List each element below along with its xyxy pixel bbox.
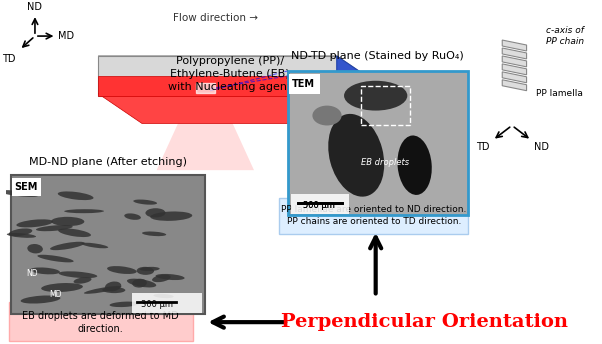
Text: TD: TD bbox=[476, 142, 489, 152]
Ellipse shape bbox=[146, 208, 166, 217]
Text: Polypropylene (PP)/
Ethylene-Butene (EB)
with Nucleating agent: Polypropylene (PP)/ Ethylene-Butene (EB)… bbox=[168, 56, 291, 92]
Ellipse shape bbox=[64, 209, 104, 213]
Ellipse shape bbox=[16, 219, 53, 227]
FancyBboxPatch shape bbox=[132, 293, 202, 313]
Ellipse shape bbox=[0, 190, 38, 197]
Ellipse shape bbox=[154, 294, 174, 298]
Text: c-axis of
PP chain: c-axis of PP chain bbox=[546, 26, 584, 46]
Text: Flow direction →: Flow direction → bbox=[173, 13, 258, 23]
FancyBboxPatch shape bbox=[288, 71, 468, 215]
Ellipse shape bbox=[344, 81, 408, 110]
Ellipse shape bbox=[30, 267, 60, 275]
Polygon shape bbox=[502, 56, 527, 67]
Polygon shape bbox=[98, 56, 380, 86]
Ellipse shape bbox=[58, 271, 98, 278]
Polygon shape bbox=[502, 80, 527, 91]
Ellipse shape bbox=[155, 274, 185, 280]
Ellipse shape bbox=[102, 287, 125, 293]
Text: TD: TD bbox=[2, 54, 16, 64]
Text: EB droplets: EB droplets bbox=[361, 158, 409, 167]
Text: 500 μm: 500 μm bbox=[303, 201, 335, 210]
Ellipse shape bbox=[20, 295, 60, 303]
Ellipse shape bbox=[58, 191, 93, 200]
Text: PP lamella: PP lamella bbox=[536, 89, 583, 98]
Polygon shape bbox=[502, 40, 527, 51]
Polygon shape bbox=[98, 76, 337, 96]
Ellipse shape bbox=[7, 233, 36, 238]
Ellipse shape bbox=[51, 217, 84, 226]
Ellipse shape bbox=[9, 228, 33, 236]
Polygon shape bbox=[502, 72, 527, 83]
Text: Perpendicular Orientation: Perpendicular Orientation bbox=[281, 313, 568, 331]
Ellipse shape bbox=[124, 213, 141, 220]
Ellipse shape bbox=[110, 302, 139, 307]
Ellipse shape bbox=[328, 114, 384, 197]
FancyBboxPatch shape bbox=[11, 178, 41, 196]
Ellipse shape bbox=[105, 281, 121, 291]
Ellipse shape bbox=[84, 286, 122, 294]
Text: SEM: SEM bbox=[14, 182, 38, 192]
Text: ND: ND bbox=[535, 142, 550, 152]
Ellipse shape bbox=[73, 277, 92, 284]
Ellipse shape bbox=[36, 225, 73, 231]
Ellipse shape bbox=[137, 267, 154, 275]
Text: MD: MD bbox=[49, 290, 62, 299]
Ellipse shape bbox=[312, 106, 341, 126]
Ellipse shape bbox=[150, 212, 192, 221]
FancyBboxPatch shape bbox=[279, 198, 468, 234]
Polygon shape bbox=[157, 96, 254, 170]
Ellipse shape bbox=[127, 279, 157, 288]
Text: ND-TD plane (Stained by RuO₄): ND-TD plane (Stained by RuO₄) bbox=[291, 51, 464, 61]
Text: ND: ND bbox=[26, 269, 38, 278]
Text: EB droplets are deformed to MD
direction.: EB droplets are deformed to MD direction… bbox=[22, 311, 179, 334]
Ellipse shape bbox=[107, 266, 137, 274]
Polygon shape bbox=[502, 64, 527, 75]
Text: MD-ND plane (After etching): MD-ND plane (After etching) bbox=[29, 157, 187, 167]
Polygon shape bbox=[98, 56, 337, 96]
Text: 300 μm: 300 μm bbox=[141, 300, 173, 309]
Text: 500 μm: 500 μm bbox=[303, 201, 335, 210]
FancyBboxPatch shape bbox=[196, 83, 215, 93]
Ellipse shape bbox=[27, 244, 43, 254]
Ellipse shape bbox=[41, 283, 83, 292]
Ellipse shape bbox=[37, 255, 73, 262]
Text: PP lamellae are oriented to ND direction.
PP chains are oriented to TD direction: PP lamellae are oriented to ND direction… bbox=[281, 205, 467, 226]
Text: MD: MD bbox=[58, 31, 75, 41]
FancyBboxPatch shape bbox=[291, 194, 349, 214]
Text: ND: ND bbox=[28, 2, 43, 12]
Ellipse shape bbox=[81, 243, 108, 248]
FancyBboxPatch shape bbox=[289, 74, 320, 94]
Text: TEM: TEM bbox=[292, 79, 315, 89]
Ellipse shape bbox=[132, 279, 147, 288]
Polygon shape bbox=[502, 48, 527, 59]
Ellipse shape bbox=[58, 228, 91, 237]
FancyBboxPatch shape bbox=[11, 175, 205, 314]
Ellipse shape bbox=[397, 136, 432, 195]
Ellipse shape bbox=[152, 275, 171, 282]
FancyBboxPatch shape bbox=[8, 302, 193, 341]
Ellipse shape bbox=[142, 232, 166, 236]
Ellipse shape bbox=[133, 200, 157, 205]
Ellipse shape bbox=[140, 267, 160, 271]
Polygon shape bbox=[98, 94, 380, 123]
Polygon shape bbox=[337, 56, 380, 123]
Ellipse shape bbox=[50, 242, 85, 250]
